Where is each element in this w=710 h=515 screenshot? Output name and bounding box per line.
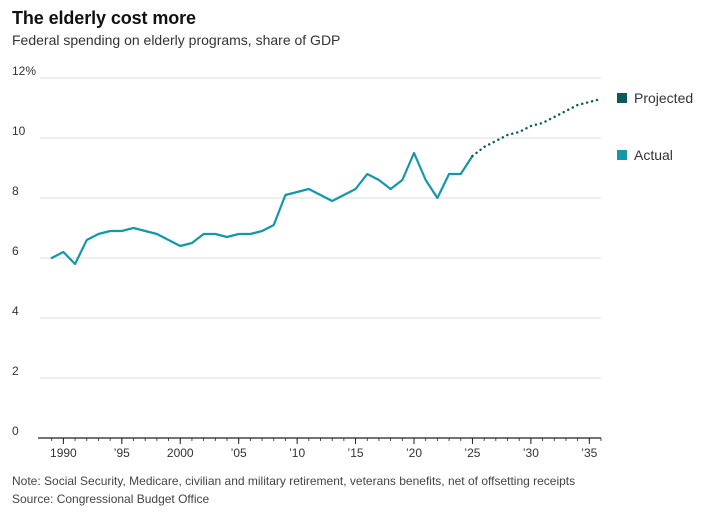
x-tick-label-2025: ’25: [464, 446, 480, 460]
y-tick-label-10: 10: [12, 124, 26, 138]
x-tick-label-2015: ’15: [348, 446, 364, 460]
x-tick-label-2035: ’35: [581, 446, 597, 460]
x-tick-label-2020: ’20: [406, 446, 422, 460]
y-tick-label-2: 2: [12, 364, 19, 378]
x-tick-label-1990: 1990: [50, 446, 77, 460]
chart-title: The elderly cost more: [12, 8, 196, 28]
series-line-actual: [50, 151, 474, 266]
y-tick-label-12: 12%: [12, 64, 36, 78]
chart-subtitle: Federal spending on elderly programs, sh…: [12, 32, 341, 48]
legend-label-actual: Actual: [634, 147, 673, 163]
x-tick-label-2000: 2000: [167, 446, 194, 460]
chart-source: Source: Congressional Budget Office: [12, 492, 210, 506]
chart-legend: Projected Actual: [617, 88, 693, 202]
legend-swatch-actual: [617, 150, 627, 160]
y-tick-label-8: 8: [12, 184, 19, 198]
chart-note: Note: Social Security, Medicare, civilia…: [12, 474, 576, 488]
x-tick-label-2010: ’10: [289, 446, 305, 460]
x-tick-label-2030: ’30: [523, 446, 539, 460]
legend-swatch-projected: [617, 93, 627, 103]
y-tick-label-0: 0: [12, 424, 19, 438]
legend-item-actual: Actual: [617, 145, 693, 165]
y-tick-label-6: 6: [12, 244, 19, 258]
series-line-projected: [471, 97, 603, 158]
x-tick-label-1995: ’95: [114, 446, 130, 460]
x-tick-label-2005: ’05: [231, 446, 247, 460]
y-tick-label-4: 4: [12, 304, 19, 318]
legend-label-projected: Projected: [634, 90, 694, 106]
legend-item-projected: Projected: [617, 88, 693, 108]
